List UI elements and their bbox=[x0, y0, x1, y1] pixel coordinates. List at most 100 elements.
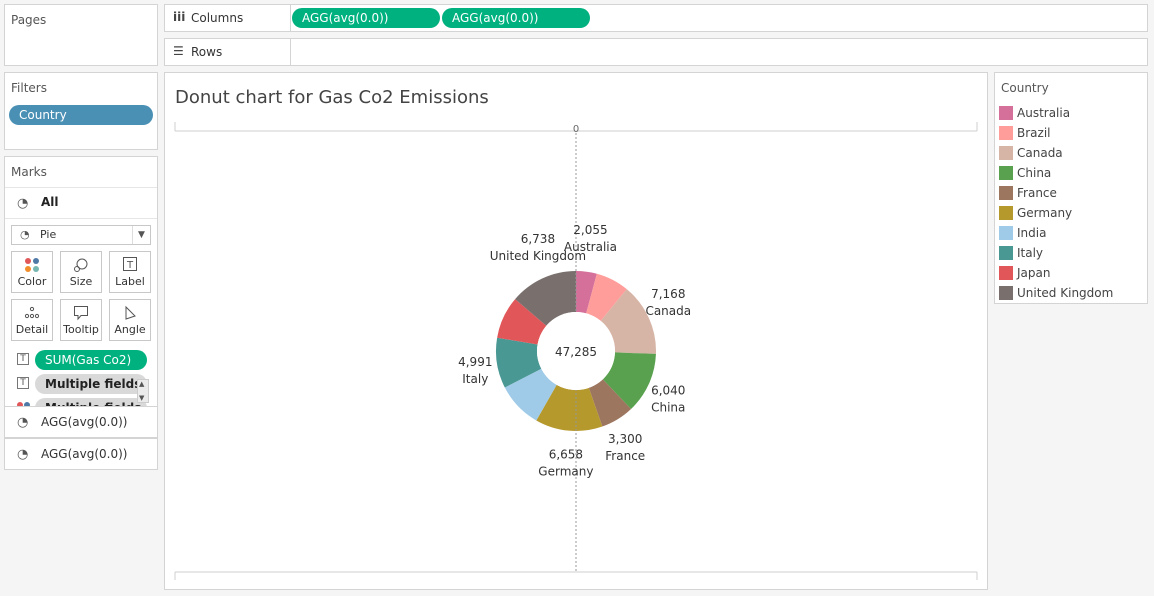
legend-item-united-kingdom[interactable]: United Kingdom bbox=[999, 283, 1147, 303]
legend-item-india[interactable]: India bbox=[999, 223, 1147, 243]
legend-item-france[interactable]: France bbox=[999, 183, 1147, 203]
columns-shelf-label: iii Columns bbox=[165, 5, 291, 31]
legend-label: Canada bbox=[1017, 146, 1063, 160]
legend-label: France bbox=[1017, 186, 1057, 200]
legend-item-china[interactable]: China bbox=[999, 163, 1147, 183]
columns-shelf[interactable]: iii Columns AGG(avg(0.0)) AGG(avg(0.0)) bbox=[164, 4, 1148, 32]
label-icon: T bbox=[17, 377, 29, 389]
filters-title: Filters bbox=[11, 81, 47, 95]
legend-swatch bbox=[999, 186, 1013, 200]
slice-brazil bbox=[586, 273, 627, 321]
field-pill-multiple-fields[interactable]: Multiple fields bbox=[35, 374, 147, 394]
pages-title: Pages bbox=[11, 13, 47, 27]
donut-hole bbox=[537, 312, 615, 390]
slice-value-label: 4,991 bbox=[458, 355, 492, 369]
legend-swatch bbox=[999, 106, 1013, 120]
label-icon: T bbox=[110, 257, 150, 275]
scroll-up-icon[interactable]: ▲ bbox=[139, 380, 145, 388]
legend-label: United Kingdom bbox=[1017, 286, 1114, 300]
slice-labels: 2,055 Australia 7,168 Canada 6,040 China 3,300… bbox=[458, 223, 691, 479]
legend-label: India bbox=[1017, 226, 1047, 240]
slice-country-label: Germany bbox=[538, 465, 593, 479]
scroll-down-icon[interactable]: ▼ bbox=[139, 394, 145, 402]
center-total-label: 47,285 bbox=[555, 345, 597, 359]
slice-canada bbox=[600, 289, 656, 354]
legend-title: Country bbox=[1001, 81, 1049, 95]
marks-scrollbar[interactable]: ▲ ▼ bbox=[137, 379, 149, 403]
slice-value-label: 2,055 bbox=[573, 223, 607, 237]
size-button-label: Size bbox=[69, 275, 93, 288]
slice-country-label: United Kingdom bbox=[490, 249, 586, 263]
legend-swatch bbox=[999, 226, 1013, 240]
pie-mark-icon: ◔ bbox=[20, 228, 30, 241]
legend-item-brazil[interactable]: Brazil bbox=[999, 123, 1147, 143]
slice-value-label: 3,300 bbox=[608, 432, 642, 446]
filter-pill-country[interactable]: Country bbox=[9, 105, 153, 125]
slice-india bbox=[504, 368, 557, 421]
marks-layer-label: AGG(avg(0.0)) bbox=[41, 447, 128, 461]
legend-swatch bbox=[999, 246, 1013, 260]
marks-all-label: All bbox=[41, 195, 59, 209]
marks-all-tab[interactable]: ◔ All bbox=[5, 187, 157, 219]
legend-item-australia[interactable]: Australia bbox=[999, 103, 1147, 123]
slice-australia bbox=[576, 271, 597, 314]
legend-swatch bbox=[999, 166, 1013, 180]
columns-label: Columns bbox=[191, 11, 244, 25]
pie-mark-icon: ◔ bbox=[17, 196, 29, 211]
filters-card[interactable]: Filters Country bbox=[4, 72, 158, 150]
legend-item-germany[interactable]: Germany bbox=[999, 203, 1147, 223]
chevron-down-icon[interactable]: ▼ bbox=[132, 226, 150, 244]
legend-swatch bbox=[999, 146, 1013, 160]
legend-swatch bbox=[999, 266, 1013, 280]
legend-label: Japan bbox=[1017, 266, 1051, 280]
color-icon bbox=[12, 257, 52, 275]
tooltip-icon bbox=[61, 305, 101, 323]
legend-item-japan[interactable]: Japan bbox=[999, 263, 1147, 283]
marks-layer-label: AGG(avg(0.0)) bbox=[41, 415, 128, 429]
legend-swatch bbox=[999, 286, 1013, 300]
color-legend: Country Australia Brazil Canada China France… bbox=[994, 72, 1148, 304]
angle-button[interactable]: Angle bbox=[109, 299, 151, 341]
columns-pill-2[interactable]: AGG(avg(0.0)) bbox=[442, 8, 590, 28]
legend-item-canada[interactable]: Canada bbox=[999, 143, 1147, 163]
columns-icon: iii bbox=[173, 10, 186, 24]
label-icon: T bbox=[17, 353, 29, 365]
legend-label: Italy bbox=[1017, 246, 1044, 260]
donut-slices bbox=[496, 271, 656, 431]
legend-swatch bbox=[999, 126, 1013, 140]
slice-france bbox=[588, 379, 632, 427]
label-button[interactable]: T Label bbox=[109, 251, 151, 293]
size-button[interactable]: Size bbox=[60, 251, 102, 293]
marks-layer-1[interactable]: ◔ AGG(avg(0.0)) bbox=[4, 406, 158, 438]
slice-united-kingdom bbox=[515, 271, 576, 326]
marks-field-row: T SUM(Gas Co2) bbox=[5, 349, 157, 371]
marks-layer-2[interactable]: ◔ AGG(avg(0.0)) bbox=[4, 438, 158, 470]
color-button[interactable]: Color bbox=[11, 251, 53, 293]
tooltip-button[interactable]: Tooltip bbox=[60, 299, 102, 341]
slice-china bbox=[602, 352, 656, 410]
legend-item-italy[interactable]: Italy bbox=[999, 243, 1147, 263]
size-icon bbox=[61, 257, 101, 275]
detail-icon bbox=[12, 305, 52, 323]
field-pill-sum-gas-co2[interactable]: SUM(Gas Co2) bbox=[35, 350, 147, 370]
view-canvas[interactable]: Donut chart for Gas Co2 Emissions 0 47,2… bbox=[164, 72, 988, 590]
slice-country-label: Australia bbox=[564, 240, 617, 254]
columns-pill-1[interactable]: AGG(avg(0.0)) bbox=[292, 8, 440, 28]
slice-value-label: 6,658 bbox=[549, 448, 583, 462]
rows-label: Rows bbox=[191, 45, 223, 59]
slice-germany bbox=[536, 384, 603, 431]
mark-type-dropdown[interactable]: ◔ Pie ▼ bbox=[11, 225, 151, 245]
slice-country-label: China bbox=[651, 400, 685, 414]
tooltip-button-label: Tooltip bbox=[63, 323, 99, 336]
color-button-label: Color bbox=[17, 275, 47, 288]
slice-value-label: 6,738 bbox=[521, 232, 555, 246]
marks-title: Marks bbox=[11, 165, 47, 179]
pages-card[interactable]: Pages bbox=[4, 4, 158, 66]
detail-button[interactable]: Detail bbox=[11, 299, 53, 341]
legend-swatch bbox=[999, 206, 1013, 220]
rows-shelf[interactable]: ☰ Rows bbox=[164, 38, 1148, 66]
mark-type-value: Pie bbox=[40, 228, 57, 241]
slice-italy bbox=[496, 337, 542, 388]
slice-country-label: Italy bbox=[462, 372, 488, 386]
detail-button-label: Detail bbox=[15, 323, 49, 336]
